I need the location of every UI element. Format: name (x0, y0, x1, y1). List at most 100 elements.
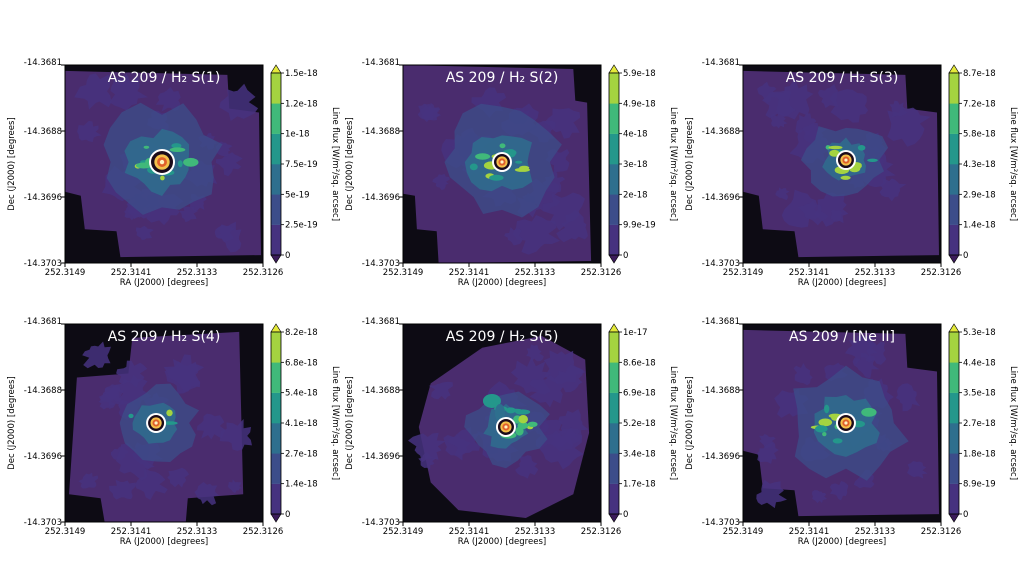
colorbar-bottom-arrow (948, 513, 960, 523)
panel-title: AS 209 / H₂ S(1) (108, 70, 221, 86)
colorbar: 8.2e-18 6.8e-18 5.4e-18 4.1e-18 2.7e-18 1.4e-… (270, 323, 340, 523)
colorbar-tick-label: 4.3e-18 (963, 160, 996, 170)
contour-patch (504, 227, 524, 246)
contour-patch (887, 107, 931, 147)
contour-patch (759, 434, 776, 449)
contour-patch (829, 89, 869, 123)
x-tick-label: 252.3149 (723, 527, 764, 537)
colorbar-band (609, 164, 619, 195)
contour-patch (757, 442, 779, 464)
colorbar-band (609, 423, 619, 454)
y-axis-label: Dec (J2000) [degrees] (685, 376, 695, 469)
y-tick-label: -14.3703 (362, 518, 400, 528)
colorbar-tick-label: 1.4e-18 (963, 221, 996, 231)
x-tick-label: 252.3133 (177, 268, 218, 278)
colorbar-tick-label: 4.1e-18 (285, 419, 318, 429)
colorbar-band (271, 392, 281, 424)
colorbar-tick-label: 2.7e-18 (963, 419, 996, 429)
emission-streak (169, 147, 186, 152)
emission-streak (128, 413, 134, 419)
emission-streak (861, 407, 877, 417)
emission-streak (143, 145, 150, 149)
contour-patch (227, 479, 243, 494)
colorbar-top-arrow (608, 323, 620, 333)
contour-patch (538, 427, 584, 470)
contour-patch (907, 461, 928, 479)
colorbar-tick-label: 8.2e-18 (285, 328, 318, 338)
colorbar-band (949, 423, 959, 454)
emission-streak (163, 421, 178, 425)
contour-patch (104, 384, 121, 402)
colorbar-tick-label: 8.9e-19 (963, 480, 996, 490)
emission-knot (482, 393, 501, 408)
emission-streak (815, 425, 828, 433)
contour-patch (219, 419, 252, 451)
contour-patch (865, 341, 887, 365)
colorbar-tick-label: 2.9e-18 (963, 190, 996, 200)
y-tick-label: -14.3681 (24, 317, 62, 327)
colorbar-tick-label: 6.9e-18 (623, 389, 656, 399)
y-tick-label: -14.3696 (702, 452, 740, 462)
colorbar-bottom-arrow (270, 254, 282, 264)
colorbar-tick-label: 5.4e-18 (285, 389, 318, 399)
colorbar-band (609, 362, 619, 393)
colorbar-tick-label: 2e-18 (623, 190, 648, 200)
x-tick-label: 252.3141 (449, 527, 490, 537)
emission-streak (515, 426, 524, 436)
colorbar-tick-label: 5.9e-18 (623, 69, 656, 79)
contour-patch (757, 81, 777, 103)
colorbar-band (609, 483, 619, 515)
plot-frame (402, 323, 602, 523)
contour-patch (135, 225, 154, 240)
emission-streak (518, 415, 528, 424)
colorbar-band (949, 133, 959, 165)
emission-streak (519, 165, 530, 170)
colorbar-bottom-arrow (608, 513, 620, 523)
contour-patch (829, 481, 849, 501)
star-center (844, 158, 848, 162)
colorbar-tick-label: 5e-19 (285, 190, 310, 200)
colorbar: 5.9e-18 4.9e-18 4e-18 3e-18 2e-18 9.9e-19 0 Lin… (608, 64, 678, 264)
colorbar-band (271, 453, 281, 484)
colorbar-band (949, 164, 959, 195)
colorbar-band (271, 164, 281, 195)
contour-patch (167, 467, 190, 488)
contour-patch (795, 113, 820, 136)
y-tick-label: -14.3688 (24, 386, 62, 396)
emission-streak (183, 157, 199, 167)
y-tick-label: -14.3703 (702, 518, 740, 528)
emission-streak (499, 143, 506, 149)
colorbar-band (949, 224, 959, 256)
colorbar-tick-label: 6.8e-18 (285, 358, 318, 368)
contour-patch (214, 224, 235, 242)
colorbar-band (949, 103, 959, 134)
emission-streak (469, 163, 478, 171)
contour-patch (420, 103, 442, 121)
colorbar-label: Line flux [W/m²/sq. arcsec] (668, 107, 678, 221)
colorbar-tick-label: 0 (963, 251, 968, 261)
x-tick-label: 252.3126 (581, 527, 622, 537)
colorbar-tick-label: 8.7e-18 (963, 69, 996, 79)
star-center (504, 425, 508, 429)
contour-patch (515, 455, 539, 479)
colorbar-tick-label: 1.5e-18 (285, 69, 318, 79)
colorbar-top-arrow (608, 64, 620, 74)
x-tick-label: 252.3141 (789, 527, 830, 537)
panel-2: AS 209 / H₂ S(2) -14.3681 -14.3688 -14.3696… (345, 58, 678, 288)
colorbar-tick-label: 3.4e-18 (623, 449, 656, 459)
y-tick-label: -14.3703 (702, 259, 740, 269)
colorbar-label: Line flux [W/m²/sq. arcsec] (668, 366, 678, 480)
colorbar-tick-label: 2.7e-18 (285, 449, 318, 459)
emission-streak (832, 438, 843, 444)
colorbar-label: Line flux [W/m²/sq. arcsec] (330, 107, 340, 221)
contour-patch (196, 413, 226, 440)
contour-patch (830, 209, 844, 222)
contour-patch (408, 432, 446, 463)
colorbar-band (609, 332, 619, 363)
colorbar-label: Line flux [W/m²/sq. arcsec] (1008, 366, 1018, 480)
contour-patch (756, 479, 787, 509)
panel-title: AS 209 / H₂ S(2) (446, 70, 559, 86)
heatmap-area (403, 324, 601, 522)
colorbar-band (271, 194, 281, 225)
